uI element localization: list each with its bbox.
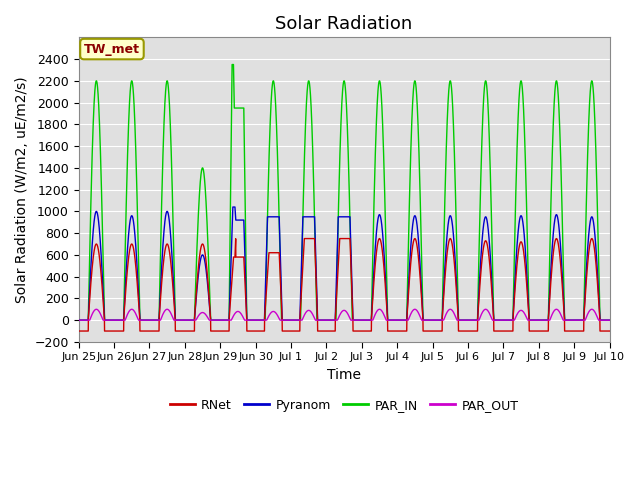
Pyranom <box>598 317 606 323</box>
PAR_OUT <box>93 306 100 312</box>
RNet <box>598 328 606 334</box>
Pyranom <box>605 317 613 323</box>
PAR_IN <box>598 317 606 323</box>
Pyranom <box>551 217 559 223</box>
PAR_IN <box>605 317 613 323</box>
Pyranom <box>75 317 83 323</box>
Legend: RNet, Pyranom, PAR_IN, PAR_OUT: RNet, Pyranom, PAR_IN, PAR_OUT <box>164 394 524 417</box>
Line: Pyranom: Pyranom <box>79 207 609 320</box>
Line: PAR_IN: PAR_IN <box>79 64 609 320</box>
PAR_IN <box>75 317 83 323</box>
PAR_OUT <box>413 309 421 314</box>
PAR_OUT <box>536 317 544 323</box>
PAR_OUT <box>605 317 612 323</box>
RNet <box>551 240 559 246</box>
PAR_IN <box>314 317 321 323</box>
Line: PAR_OUT: PAR_OUT <box>79 309 609 320</box>
PAR_OUT <box>605 317 613 323</box>
RNet <box>536 328 544 334</box>
X-axis label: Time: Time <box>327 368 361 382</box>
PAR_OUT <box>551 307 559 313</box>
Pyranom <box>536 317 544 323</box>
RNet <box>413 246 421 252</box>
RNet <box>314 313 321 319</box>
PAR_OUT <box>75 317 83 323</box>
PAR_IN <box>605 317 612 323</box>
RNet <box>75 328 83 334</box>
Pyranom <box>229 204 237 210</box>
Pyranom <box>605 317 612 323</box>
PAR_IN <box>228 61 236 67</box>
Line: RNet: RNet <box>79 239 609 331</box>
Y-axis label: Solar Radiation (W/m2, uE/m2/s): Solar Radiation (W/m2, uE/m2/s) <box>15 76 29 303</box>
Pyranom <box>314 312 321 317</box>
RNet <box>300 236 308 241</box>
RNet <box>605 328 612 334</box>
PAR_IN <box>551 91 559 96</box>
PAR_IN <box>536 317 544 323</box>
RNet <box>605 328 613 334</box>
PAR_OUT <box>314 317 321 323</box>
PAR_OUT <box>598 317 606 323</box>
Title: Solar Radiation: Solar Radiation <box>275 15 413 33</box>
Pyranom <box>413 226 421 232</box>
Text: TW_met: TW_met <box>84 43 140 56</box>
PAR_IN <box>413 108 421 114</box>
